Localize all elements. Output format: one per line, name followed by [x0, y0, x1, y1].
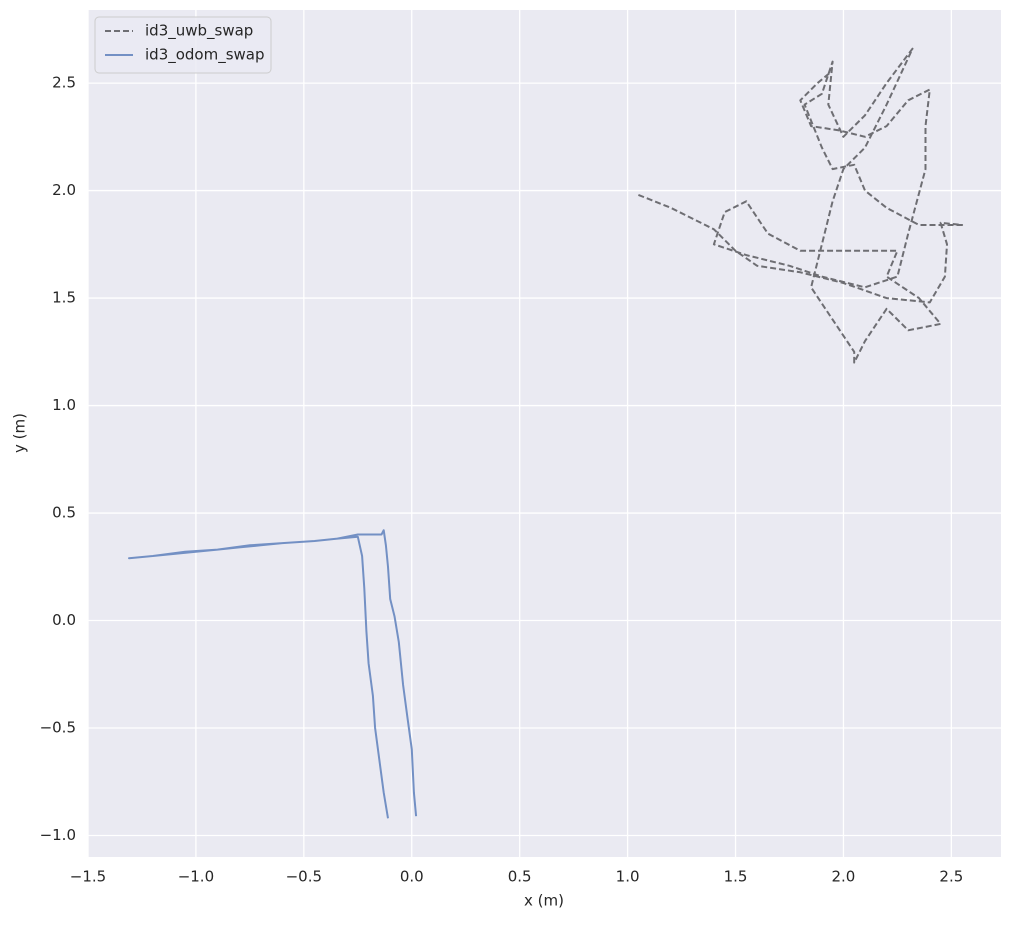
x-tick-label: 0.5 [508, 868, 532, 886]
series-line [638, 47, 964, 364]
x-tick-label: −1.5 [70, 868, 106, 886]
x-tick-label: 1.5 [724, 868, 748, 886]
y-tick-label: 0.5 [52, 504, 76, 522]
y-axis-label: y (m) [11, 413, 29, 453]
plot-area [88, 10, 1001, 857]
y-tick-label: 2.0 [52, 181, 76, 199]
y-tick-label: 2.5 [52, 74, 76, 92]
legend-label: id3_odom_swap [145, 46, 265, 65]
x-tick-label: 0.0 [400, 868, 424, 886]
x-tick-label: −0.5 [286, 868, 322, 886]
x-tick-label: −1.0 [178, 868, 214, 886]
y-tick-label: 0.0 [52, 611, 76, 629]
y-tick-label: −1.0 [40, 826, 76, 844]
legend-label: id3_uwb_swap [145, 22, 253, 41]
y-tick-label: −0.5 [40, 719, 76, 737]
x-axis-label: x (m) [524, 892, 564, 910]
x-tick-label: 1.0 [616, 868, 640, 886]
y-tick-label: 1.0 [52, 396, 76, 414]
x-tick-label: 2.5 [939, 868, 963, 886]
x-tick-label: 2.0 [832, 868, 856, 886]
y-tick-label: 1.5 [52, 289, 76, 307]
series-line [128, 529, 418, 819]
legend-box [94, 16, 272, 74]
